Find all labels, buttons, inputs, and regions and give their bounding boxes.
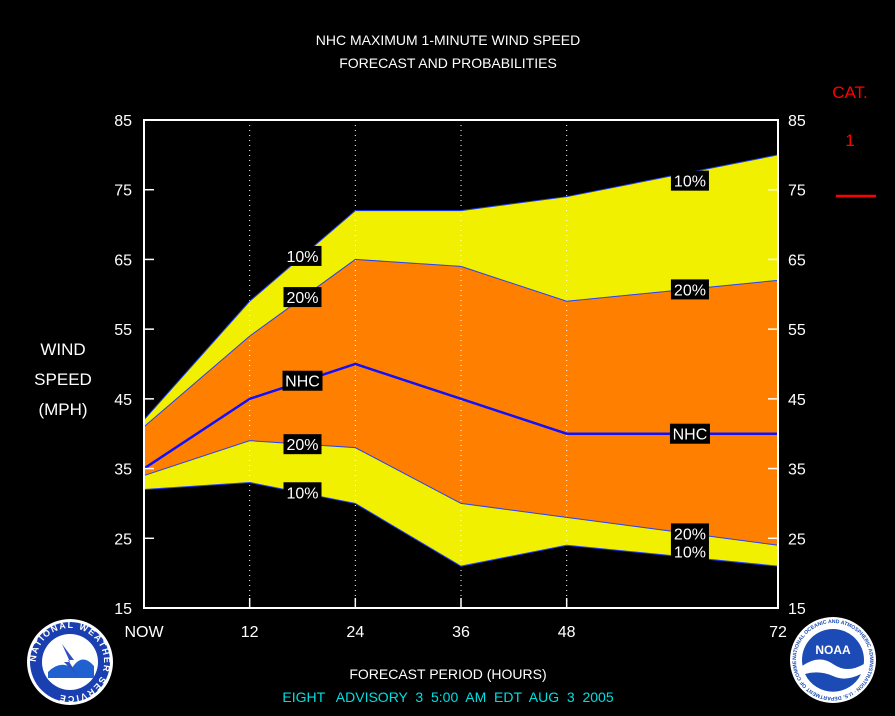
series-label-text: 20% <box>674 282 706 299</box>
series-label-text: NHC <box>285 374 320 391</box>
series-label-box <box>670 523 709 544</box>
series-lines <box>143 154 779 567</box>
series-line-upper_10 <box>143 154 779 421</box>
series-label-box <box>283 482 322 503</box>
y-tick-label-right-65: 65 <box>788 252 806 269</box>
series-label-box <box>670 170 709 191</box>
series-label-2: NHC <box>282 370 323 391</box>
x-tick-label-12: 12 <box>241 624 259 641</box>
series-label-6: 20% <box>670 279 709 300</box>
y-tick-label-left-75: 75 <box>114 183 132 200</box>
y-tick-label-left-55: 55 <box>114 322 132 339</box>
y-tick-label-right-45: 45 <box>788 392 806 409</box>
category-value: 1 <box>845 131 854 150</box>
series-label-8: 20% <box>670 523 709 544</box>
chart-title: NHC MAXIMUM 1-MINUTE WIND SPEED <box>316 32 580 48</box>
series-label-box <box>283 434 322 455</box>
y-tick-label-left-25: 25 <box>114 531 132 548</box>
x-tick-label-72: 72 <box>769 624 787 641</box>
y-tick-label-right-35: 35 <box>788 462 806 479</box>
noaa-logo: NOAA NATIONAL OCEANIC AND ATMOSPHERIC AD… <box>790 617 876 703</box>
y-tick-label-right-25: 25 <box>788 531 806 548</box>
nws-logo: NATIONAL WEATHER SERVICE <box>27 619 113 705</box>
y-axis-label-line-3: (MPH) <box>38 400 87 419</box>
x-tick-label-24: 24 <box>346 624 364 641</box>
series-label-box <box>283 287 322 308</box>
y-tick-label-right-85: 85 <box>788 113 806 130</box>
series-label-text: 10% <box>286 249 318 266</box>
series-label-box <box>283 245 322 266</box>
series-label-4: 10% <box>283 482 322 503</box>
series-label-text: 20% <box>674 526 706 543</box>
series-label-text: 20% <box>286 437 318 454</box>
x-tick-label-36: 36 <box>452 624 470 641</box>
x-tick-label-0: NOW <box>124 624 164 641</box>
series-label-box <box>670 541 709 562</box>
series-label-text: 10% <box>286 485 318 502</box>
series-label-box <box>282 370 323 391</box>
series-label-text: NHC <box>673 427 708 444</box>
series-line-lower_10 <box>143 482 779 567</box>
noaa-logo-text: NOAA <box>815 643 851 657</box>
series-label-3: 20% <box>283 434 322 455</box>
advisory-footer: EIGHT ADVISORY 3 5:00 AM EDT AUG 3 2005 <box>282 689 613 705</box>
chart-subtitle: FORECAST AND PROBABILITIES <box>339 55 557 71</box>
y-axis-label-line-1: WIND <box>40 340 85 359</box>
x-tick-label-48: 48 <box>558 624 576 641</box>
series-label-box <box>670 279 709 300</box>
band-20-percent <box>144 259 778 546</box>
series-label-text: 20% <box>286 290 318 307</box>
series-label-9: 10% <box>670 541 709 562</box>
axis-ticks: 15 15 25 25 35 35 45 45 55 55 65 65 75 75 85 85 NOW 12 24 3… <box>114 113 806 641</box>
series-line-upper_20 <box>143 258 779 428</box>
series-label-text: 10% <box>674 545 706 562</box>
y-tick-label-left-15: 15 <box>114 601 132 618</box>
series-label-text: 10% <box>674 174 706 191</box>
y-tick-label-right-75: 75 <box>788 183 806 200</box>
y-axis-label-line-2: SPEED <box>34 370 92 389</box>
series-line-nhc <box>143 362 778 470</box>
series-line-lower_20 <box>143 440 779 546</box>
series-label-7: NHC <box>669 423 710 444</box>
series-label-0: 10% <box>283 245 322 266</box>
x-axis-label: FORECAST PERIOD (HOURS) <box>349 666 546 682</box>
series-labels: 10% 20% NHC 20% 10% 10% 20% NHC 20% 10% <box>282 170 710 562</box>
series-label-1: 20% <box>283 287 322 308</box>
y-tick-label-left-85: 85 <box>114 113 132 130</box>
series-label-5: 10% <box>670 170 709 191</box>
category-label: CAT. <box>832 83 868 102</box>
y-tick-label-right-55: 55 <box>788 322 806 339</box>
y-tick-label-right-15: 15 <box>788 601 806 618</box>
y-tick-label-left-65: 65 <box>114 252 132 269</box>
y-tick-label-left-45: 45 <box>114 392 132 409</box>
series-label-box <box>669 423 710 444</box>
y-tick-label-left-35: 35 <box>114 462 132 479</box>
